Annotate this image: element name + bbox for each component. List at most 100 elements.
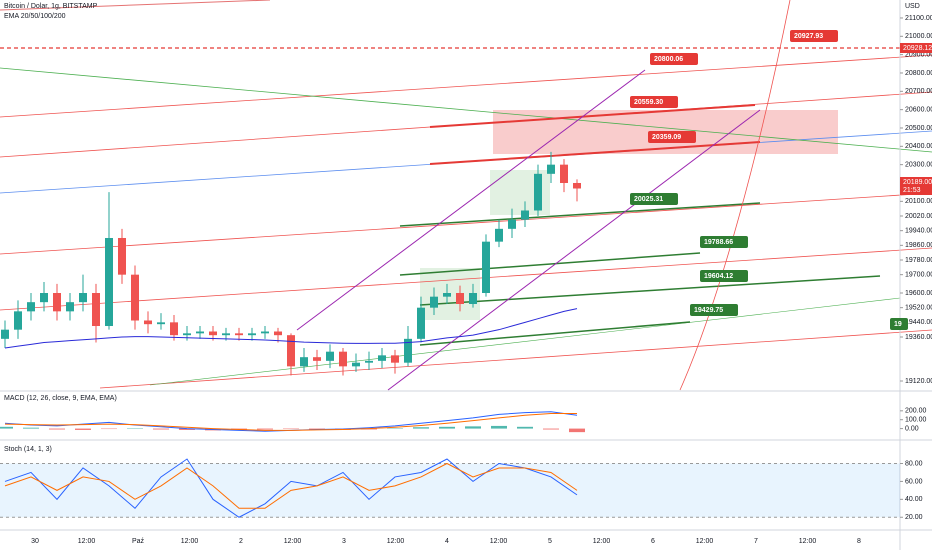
trendline — [99, 329, 932, 389]
candle-body — [248, 333, 256, 336]
candle-body — [170, 322, 178, 336]
candle-body — [1, 329, 9, 339]
macd-bar — [517, 426, 533, 429]
x-tick-label: 12:00 — [387, 538, 405, 545]
y-tick-label: 21000.00 — [905, 33, 932, 40]
axis-price: 20189.00 — [903, 179, 932, 186]
drawings — [0, 0, 932, 391]
candle-body — [534, 173, 542, 211]
y-tick-label: 19860.00 — [905, 242, 932, 249]
macd-line — [4, 412, 577, 431]
candle-body — [157, 322, 165, 325]
y-tick-label: 40.00 — [905, 496, 923, 503]
x-tick-label: 2 — [239, 538, 243, 545]
price-label-box — [690, 304, 738, 316]
channel-line — [387, 109, 761, 391]
candle-body — [79, 293, 87, 303]
candle-body — [222, 333, 230, 336]
candle-body — [40, 293, 48, 303]
axis-price: 20928.12 — [903, 45, 932, 52]
candle-body — [404, 338, 412, 363]
channel-line — [296, 69, 646, 331]
y-tick-label: 19600.00 — [905, 290, 932, 297]
y-tick-label: 20020.00 — [905, 213, 932, 220]
price-label-box — [650, 53, 698, 65]
candle-body — [144, 320, 152, 325]
y-tick-label: 19700.00 — [905, 272, 932, 279]
price-label: 19429.75 — [694, 307, 723, 314]
candle-body — [105, 237, 113, 327]
y-tick-label: 20700.00 — [905, 88, 932, 95]
candle-body — [300, 357, 308, 367]
y-tick-label: 19120.00 — [905, 378, 932, 385]
y-tick-label: 19940.00 — [905, 228, 932, 235]
level-line — [429, 104, 756, 128]
candle-body — [27, 302, 35, 312]
candle-body — [66, 302, 74, 312]
macd-bar — [465, 426, 481, 429]
trendline — [0, 0, 271, 11]
candle-body — [365, 360, 373, 363]
candle-body — [287, 335, 295, 367]
macd-bar — [543, 428, 559, 430]
macd-bar — [413, 427, 429, 429]
candle-body — [261, 331, 269, 334]
x-tick-label: 12:00 — [181, 538, 199, 545]
level-line — [429, 141, 761, 165]
candle-body — [274, 331, 282, 336]
candle-body — [521, 210, 529, 220]
y-tick-label: 80.00 — [905, 460, 923, 467]
macd-bar — [257, 428, 273, 430]
candle-body — [339, 351, 347, 367]
price-label: 20927.93 — [794, 33, 823, 40]
price-label-box — [630, 193, 678, 205]
x-tick-label: 7 — [754, 538, 758, 545]
candle-body — [313, 357, 321, 361]
candle-body — [378, 355, 386, 361]
y-tick-label: 20400.00 — [905, 143, 932, 150]
y-tick-label: 20900.00 — [905, 51, 932, 58]
macd-bar — [153, 428, 169, 430]
candle-body — [183, 333, 191, 336]
trendline — [0, 54, 932, 118]
y-tick-label: 21100.00 — [905, 15, 932, 22]
candle-body — [326, 351, 334, 361]
candle-body — [430, 296, 438, 308]
x-tick-label: 5 — [548, 538, 552, 545]
candle-body — [196, 331, 204, 334]
candle-body — [235, 333, 243, 336]
macd-bar — [75, 428, 91, 430]
pane-title: MACD (12, 26, close, 9, EMA, EMA) — [4, 395, 117, 402]
level-line — [399, 252, 701, 276]
y-tick-label: 19780.00 — [905, 257, 932, 264]
candle-body — [53, 293, 61, 312]
price-label-box — [700, 270, 748, 282]
y-tick-label: 19520.00 — [905, 305, 932, 312]
stoch-band — [0, 463, 900, 518]
trendline — [0, 192, 932, 255]
currency: USD — [905, 3, 920, 10]
price-label: 20800.06 — [654, 56, 683, 63]
level-line — [399, 202, 761, 227]
macd-bar — [439, 426, 455, 429]
x-tick-label: 4 — [445, 538, 449, 545]
x-tick-label: 6 — [651, 538, 655, 545]
symbol: Bitcoin / Dolar, 1g, BITSTAMP — [4, 3, 98, 10]
x-tick-label: Paź — [132, 538, 145, 545]
y-tick-label: 19360.00 — [905, 334, 932, 341]
y-tick-label: 20500.00 — [905, 125, 932, 132]
pane-title: Stoch (14, 1, 3) — [4, 446, 52, 453]
macd-bar — [23, 427, 39, 429]
y-tick-label: 100.00 — [905, 417, 927, 424]
candle-body — [495, 228, 503, 242]
candle-body — [482, 241, 490, 294]
candle-body — [92, 293, 100, 327]
price-label-box — [648, 131, 696, 143]
y-tick-label: 20300.00 — [905, 161, 932, 168]
macd-bar — [0, 426, 13, 429]
candle-body — [443, 293, 451, 297]
level-line — [419, 275, 881, 306]
y-tick-label: 20600.00 — [905, 106, 932, 113]
y-tick-label: 20100.00 — [905, 198, 932, 205]
